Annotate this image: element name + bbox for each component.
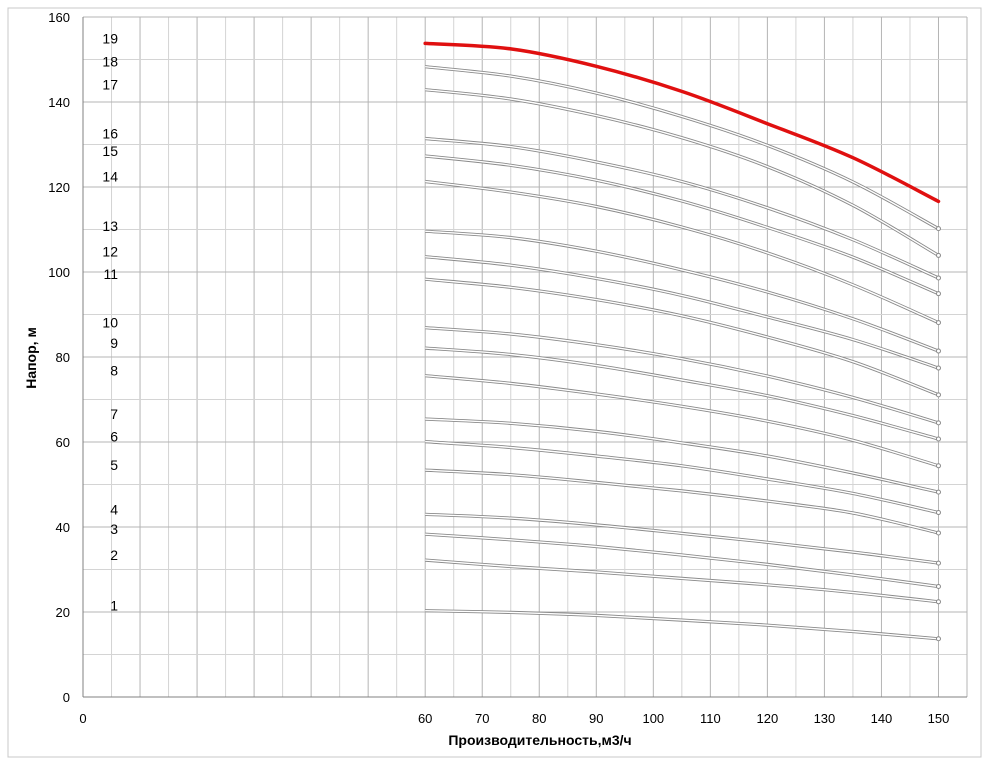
curve-18-end-marker xyxy=(935,226,941,232)
x-tick-label: 130 xyxy=(814,711,836,726)
curve-1 xyxy=(425,610,939,640)
curve-3-end-marker xyxy=(935,584,941,589)
x-tick-label: 150 xyxy=(928,711,950,726)
y-tick-label: 80 xyxy=(56,350,70,365)
curve-2-end-marker xyxy=(935,599,941,605)
x-tick-label: 90 xyxy=(589,711,603,726)
curve-label: 10 xyxy=(102,315,118,331)
curve-label: 2 xyxy=(110,547,118,563)
curve-label: 13 xyxy=(102,218,118,234)
curve-5 xyxy=(425,469,939,534)
curve-18 xyxy=(425,66,939,230)
curve-10-end-marker xyxy=(935,420,941,426)
curve-15-end-marker xyxy=(935,291,941,297)
curve-13-end-marker xyxy=(935,348,941,354)
curve-14-end-marker xyxy=(935,320,941,326)
curve-label: 19 xyxy=(102,30,118,46)
curve-4-end-marker xyxy=(935,560,941,566)
curve-label: 16 xyxy=(102,126,118,142)
curve-17 xyxy=(425,89,939,257)
x-tick-labels: 0 60 70 80 90 100 110 120 130 140 150 xyxy=(79,711,949,726)
curve-label: 6 xyxy=(110,429,118,445)
x-tick-label: 60 xyxy=(418,711,432,726)
curves xyxy=(423,41,941,642)
curve-label: 12 xyxy=(102,244,118,260)
y-tick-label: 140 xyxy=(48,95,70,110)
curve-19 xyxy=(423,41,941,204)
curve-8-end-marker xyxy=(935,463,941,469)
x-tick-label: 100 xyxy=(642,711,664,726)
curve-label: 17 xyxy=(102,77,118,93)
y-tick-label: 0 xyxy=(63,690,70,705)
curve-label: 5 xyxy=(110,457,118,473)
curve-17-end-marker xyxy=(935,252,941,258)
curve-label: 8 xyxy=(110,363,118,379)
curve-label: 18 xyxy=(102,54,118,70)
curve-label: 4 xyxy=(110,501,118,517)
curve-10 xyxy=(425,327,939,424)
curve-12-end-marker xyxy=(935,365,941,371)
curve-12 xyxy=(425,256,939,369)
curve-label: 15 xyxy=(102,143,118,159)
curve-6 xyxy=(425,440,939,514)
curve-4 xyxy=(425,513,939,564)
curve-label: 3 xyxy=(110,521,118,537)
curve-label: 11 xyxy=(103,266,118,282)
axes xyxy=(82,17,967,698)
curve-9 xyxy=(425,347,939,440)
y-tick-label: 60 xyxy=(56,435,70,450)
curve-6-end-marker xyxy=(935,510,941,516)
x-tick-label: 140 xyxy=(871,711,893,726)
curve-16-end-marker xyxy=(935,275,941,281)
x-tick-label: 120 xyxy=(757,711,779,726)
curve-label: 7 xyxy=(110,406,118,422)
x-axis-title: Производительность,м3/ч xyxy=(448,732,631,748)
curve-label: 9 xyxy=(110,335,118,351)
curve-13 xyxy=(425,230,939,352)
y-tick-labels: 0 20 40 60 80 100 120 140 160 xyxy=(48,10,70,705)
curve-14 xyxy=(425,180,939,324)
x-tick-label: 110 xyxy=(700,711,721,726)
curve-3 xyxy=(425,533,939,588)
curve-2 xyxy=(425,559,939,603)
y-tick-label: 40 xyxy=(56,520,70,535)
chart-border xyxy=(7,7,982,758)
grid-lines xyxy=(83,16,968,697)
x-tick-label: 70 xyxy=(475,711,489,726)
y-tick-label: 160 xyxy=(48,10,70,25)
curve-1-end-marker xyxy=(935,636,941,642)
curve-8 xyxy=(425,375,939,467)
x-tick-label: 80 xyxy=(532,711,546,726)
curve-label: 1 xyxy=(110,598,118,614)
curve-16 xyxy=(425,137,939,279)
y-tick-label: 100 xyxy=(48,265,70,280)
curve-7-end-marker xyxy=(935,489,941,495)
curve-7 xyxy=(425,418,939,493)
x-tick-label: 0 xyxy=(79,711,86,726)
curve-5-end-marker xyxy=(935,530,941,536)
curve-11 xyxy=(425,278,939,396)
curve-label: 14 xyxy=(102,168,118,184)
y-tick-label: 120 xyxy=(48,180,70,195)
curve-9-end-marker xyxy=(935,436,941,442)
y-tick-label: 20 xyxy=(56,605,70,620)
curve-11-end-marker xyxy=(935,392,941,398)
y-axis-title: Напор, м xyxy=(23,327,39,389)
curve-15 xyxy=(425,155,939,295)
